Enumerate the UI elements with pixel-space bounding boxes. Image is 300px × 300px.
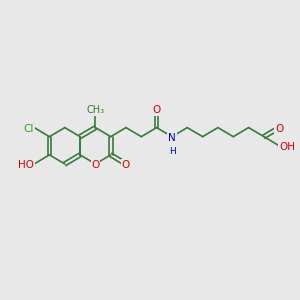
Text: H: H (169, 146, 176, 155)
Text: O: O (152, 105, 161, 116)
Text: Cl: Cl (24, 124, 34, 134)
Text: N: N (168, 133, 176, 143)
Text: O: O (92, 160, 100, 170)
Text: CH₃: CH₃ (86, 105, 105, 116)
Text: OH: OH (279, 142, 295, 152)
Text: HO: HO (18, 160, 34, 170)
Text: O: O (275, 124, 283, 134)
Text: O: O (122, 160, 130, 170)
